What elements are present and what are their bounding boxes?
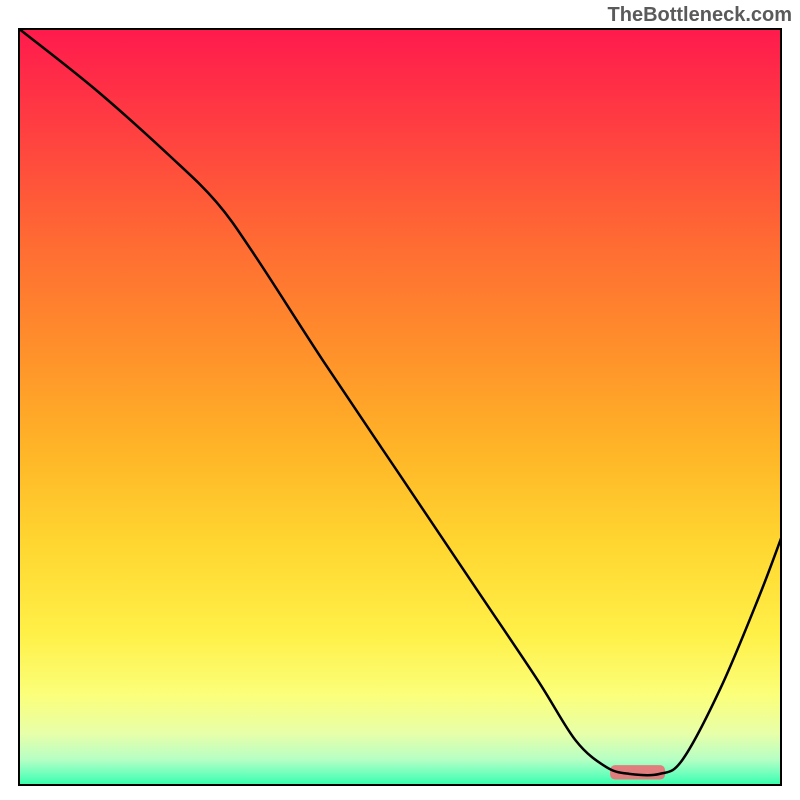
gradient-background	[18, 28, 782, 786]
chart-svg	[18, 28, 782, 786]
watermark-text: TheBottleneck.com	[608, 4, 792, 27]
chart-container: TheBottleneck.com	[0, 0, 800, 800]
chart-frame	[18, 28, 782, 786]
